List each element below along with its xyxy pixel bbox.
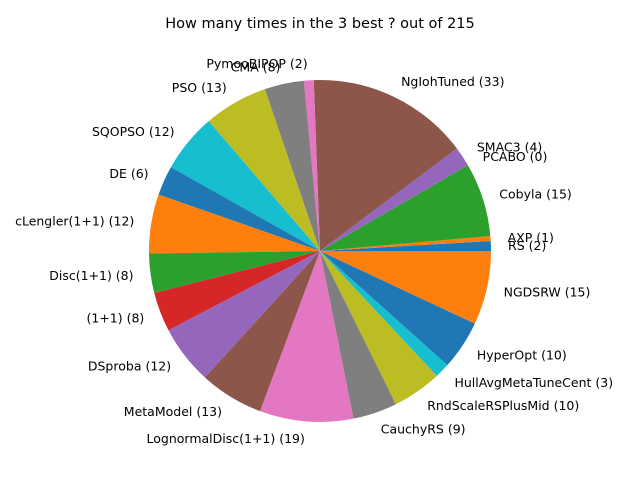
pie-slice-rs-2 xyxy=(320,241,491,251)
pie-slice-cauchyrs-9 xyxy=(320,251,396,419)
pie-slice-smac3-4 xyxy=(320,148,468,251)
pie-slice-1-1-8 xyxy=(154,251,320,331)
pie-label-axp-1: AXP (1) xyxy=(508,230,554,245)
pie-slice-hyperopt-10 xyxy=(320,251,475,366)
pie-label-hyperopt-10: HyperOpt (10) xyxy=(477,347,567,362)
pie-label-cauchyrs-9: CauchyRS (9) xyxy=(381,422,466,437)
pie-slice-dsproba-12 xyxy=(168,251,320,378)
pie-slice-pymoobipop-2 xyxy=(303,80,320,251)
pie-slice-lognormaldisc-1-1-19 xyxy=(260,251,354,422)
pie-label-pymoobipop-2: PymooBIPOP (2) xyxy=(206,56,307,71)
pie-label-hullavgmetatunecent-3: HullAvgMetaTuneCent (3) xyxy=(454,375,613,390)
pie-label-disc-1-1-8: Disc(1+1) (8) xyxy=(49,268,133,283)
pie-slice-cobyla-15 xyxy=(320,165,491,251)
pie-label-pso-13: PSO (13) xyxy=(172,80,227,95)
pie-label-pcabo-0: PCABO (0) xyxy=(483,149,548,164)
pie-slice-rndscalersplusmid-10 xyxy=(320,251,437,405)
pie-label-dsproba-12: DSproba (12) xyxy=(88,358,171,373)
pie-label-cma-8: CMA (8) xyxy=(231,60,281,75)
pie-slice-sqopso-12 xyxy=(170,121,320,251)
pie-label-rndscalersplusmid-10: RndScaleRSPlusMid (10) xyxy=(427,398,579,413)
pie-label-ngiohtuned-33: NgIohTuned (33) xyxy=(401,74,504,89)
chart-title: How many times in the 3 best ? out of 21… xyxy=(165,16,475,32)
pie-label-metamodel-13: MetaModel (13) xyxy=(124,404,222,419)
pie-labels: RS (2) AXP (1) Cobyla (15) PCABO (0) SMA… xyxy=(15,56,613,446)
pie-label-smac3-4: SMAC3 (4) xyxy=(477,140,542,155)
pie-slice-hullavgmetatunecent-3 xyxy=(320,251,448,376)
pie-label-1-1-8: (1+1) (8) xyxy=(86,311,144,326)
pie-slice-ngiohtuned-33 xyxy=(313,79,457,251)
pie-label-cobyla-15: Cobyla (15) xyxy=(499,187,571,202)
pie-slice-metamodel-13 xyxy=(204,251,320,412)
pie-label-sqopso-12: SQOPSO (12) xyxy=(92,124,175,139)
pie-label-lognormaldisc-1-1-19: LognormalDisc(1+1) (19) xyxy=(147,431,305,446)
pie-slice-ngdsrw-15 xyxy=(320,251,491,324)
pie-label-discretelengleroneplusone-12: cLengler(1+1) (12) xyxy=(15,213,134,228)
pie-slices xyxy=(149,79,491,422)
pie-label-rs-2: RS (2) xyxy=(508,238,546,253)
pie-slice-pso-13 xyxy=(208,89,320,251)
pie-label-ngdsrw-15: NGDSRW (15) xyxy=(504,284,591,299)
pie-label-de-6: DE (6) xyxy=(109,166,148,181)
pie-slice-de-6 xyxy=(158,167,320,251)
pie-slice-axp-1 xyxy=(320,236,491,251)
pie-slice-discretelengleroneplusone-12 xyxy=(149,194,320,254)
pie-slice-cma-8 xyxy=(264,80,320,252)
pie-slice-disc-1-1-8 xyxy=(149,251,320,294)
